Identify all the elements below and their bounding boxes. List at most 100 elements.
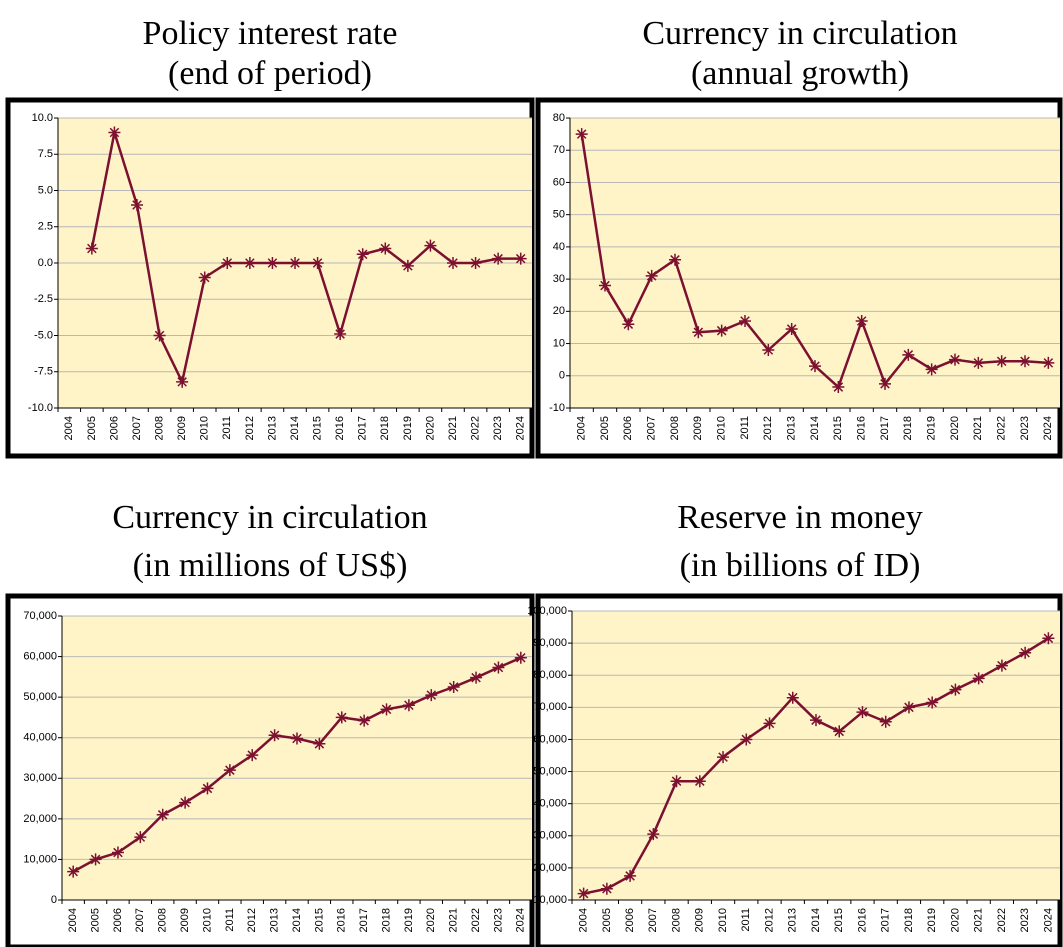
data-point xyxy=(470,671,483,684)
data-point xyxy=(599,279,611,292)
data-point xyxy=(785,323,798,336)
data-point xyxy=(111,846,124,859)
y-tick-label: 70,000 xyxy=(533,701,567,713)
y-tick-label: 30 xyxy=(553,273,565,285)
x-tick-label: 2009 xyxy=(694,908,706,932)
chart-subtitle: (in millions of US$) xyxy=(133,547,408,584)
x-tick-label: 2010 xyxy=(199,416,211,440)
y-tick-label: 10,000 xyxy=(23,853,57,865)
x-tick-label: 2024 xyxy=(1042,416,1054,440)
x-tick-label: 2017 xyxy=(880,908,892,932)
x-tick-label: 2005 xyxy=(89,908,101,932)
x-tick-label: 2017 xyxy=(358,908,370,932)
data-point xyxy=(832,381,845,394)
x-tick-label: 2008 xyxy=(153,416,165,440)
data-point xyxy=(246,749,259,762)
data-point xyxy=(740,733,753,746)
data-point xyxy=(1042,356,1055,369)
x-tick-label: 2016 xyxy=(856,416,868,440)
x-tick-label: 2012 xyxy=(246,908,258,932)
y-tick-label: -7.5 xyxy=(34,366,53,378)
x-tick-label: 2021 xyxy=(448,908,460,932)
x-tick-label: 2020 xyxy=(949,416,961,440)
data-point xyxy=(334,328,347,341)
data-point xyxy=(670,775,683,788)
y-tick-label: 0.0 xyxy=(38,257,53,269)
data-point xyxy=(693,775,706,788)
data-point xyxy=(89,853,102,866)
x-tick-label: 2021 xyxy=(973,908,985,932)
data-point xyxy=(809,360,821,373)
y-tick-label: 50,000 xyxy=(533,765,567,777)
y-tick-label: 40,000 xyxy=(23,732,57,744)
data-point xyxy=(492,661,505,674)
y-tick-label: -10.0 xyxy=(28,402,53,414)
data-point xyxy=(153,329,166,342)
x-tick-label: 2023 xyxy=(1019,908,1031,932)
data-point xyxy=(902,701,915,714)
data-point xyxy=(624,869,637,882)
x-tick-label: 2017 xyxy=(357,416,369,440)
x-tick-label: 2004 xyxy=(63,416,75,440)
x-tick-label: 2015 xyxy=(311,416,323,440)
data-point xyxy=(131,199,143,211)
y-tick-label: 100,000 xyxy=(527,605,567,617)
x-tick-label: 2008 xyxy=(157,908,169,932)
y-tick-label: -10 xyxy=(549,402,565,414)
x-tick-label: 2013 xyxy=(266,416,278,440)
data-point xyxy=(949,683,962,696)
y-tick-label: 20,000 xyxy=(23,813,57,825)
x-tick-label: 2010 xyxy=(716,416,728,440)
x-tick-label: 2013 xyxy=(786,416,798,440)
x-tick-label: 2010 xyxy=(717,908,729,932)
x-tick-label: 2017 xyxy=(879,416,891,440)
x-tick-label: 2020 xyxy=(424,416,436,440)
y-tick-label: 50,000 xyxy=(23,691,57,703)
x-tick-label: 2016 xyxy=(336,908,348,932)
data-point xyxy=(645,269,658,282)
x-tick-label: 2020 xyxy=(425,908,437,932)
data-point xyxy=(879,715,892,728)
y-tick-label: 80 xyxy=(553,112,565,124)
data-point xyxy=(469,257,482,269)
y-tick-label: 40,000 xyxy=(533,798,567,810)
x-tick-label: 2022 xyxy=(469,416,481,440)
x-tick-label: 2024 xyxy=(1042,908,1054,932)
data-point xyxy=(134,831,147,844)
x-tick-label: 2021 xyxy=(972,416,984,440)
data-point xyxy=(447,681,460,693)
data-point xyxy=(335,711,348,724)
y-tick-label: 10.0 xyxy=(32,112,53,124)
data-point xyxy=(380,703,393,716)
data-point xyxy=(669,253,681,266)
data-point xyxy=(223,764,236,777)
x-tick-label: 2018 xyxy=(902,416,914,440)
x-tick-label: 2012 xyxy=(244,416,256,440)
data-point xyxy=(1019,646,1032,659)
x-tick-label: 2014 xyxy=(810,908,822,932)
data-point xyxy=(67,865,80,878)
y-tick-label: 0 xyxy=(51,894,57,906)
data-point xyxy=(425,689,438,702)
x-tick-label: 2009 xyxy=(692,416,704,440)
y-tick-label: 40 xyxy=(553,241,565,253)
data-point xyxy=(198,271,211,284)
data-point xyxy=(268,729,281,742)
x-tick-label: 2015 xyxy=(832,416,844,440)
y-tick-label: 7.5 xyxy=(38,148,53,160)
data-point xyxy=(221,257,234,269)
data-point xyxy=(902,348,915,361)
chart-title: Currency in circulation xyxy=(642,15,957,52)
y-tick-label: 30,000 xyxy=(23,772,57,784)
x-tick-label: 2004 xyxy=(576,416,588,440)
data-point xyxy=(156,808,169,821)
chart-subtitle: (annual growth) xyxy=(691,55,909,92)
x-tick-label: 2012 xyxy=(763,908,775,932)
chart-title: Reserve in money xyxy=(677,499,923,536)
data-point xyxy=(266,257,279,269)
x-tick-label: 2019 xyxy=(403,908,415,932)
data-point xyxy=(85,242,98,255)
x-tick-label: 2018 xyxy=(380,908,392,932)
data-point xyxy=(447,257,459,269)
